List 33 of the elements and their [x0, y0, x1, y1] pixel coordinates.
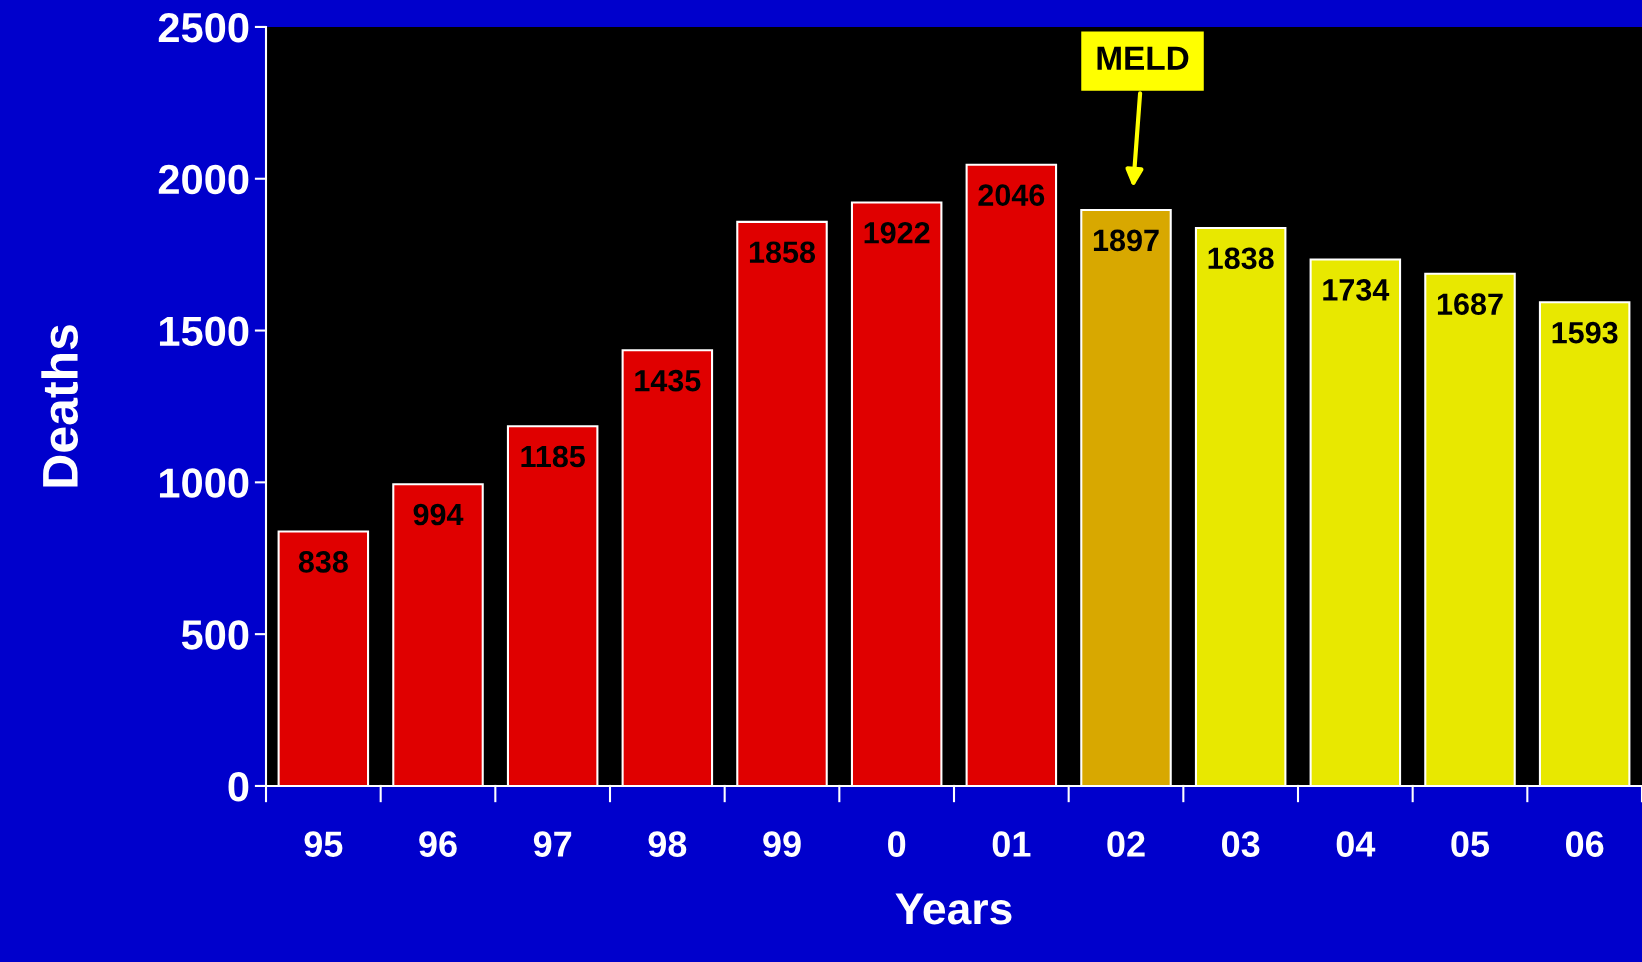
x-tick-label: 95	[304, 831, 343, 857]
y-tick-label: 0	[228, 771, 249, 802]
data-label: 1435	[635, 369, 701, 392]
data-label: 1838	[1208, 247, 1274, 270]
data-label: 1734	[1323, 279, 1390, 301]
x-tick-label: 02	[1107, 831, 1145, 857]
x-tick-label: 04	[1336, 831, 1376, 857]
data-label: 1593	[1552, 321, 1618, 344]
x-tick-label: 01	[992, 831, 1031, 857]
x-tick-label: 05	[1451, 831, 1490, 857]
data-label: 2046	[978, 184, 1045, 206]
y-tick-label: 2500	[158, 12, 249, 43]
x-tick-label: 03	[1222, 831, 1260, 857]
data-label: 838	[298, 551, 348, 573]
data-label: 1897	[1093, 229, 1159, 252]
data-label: 1687	[1437, 293, 1503, 315]
y-axis-title: Deaths	[41, 325, 79, 487]
y-tick-label: 2000	[158, 164, 249, 195]
x-tick-label: 06	[1566, 831, 1604, 857]
y-tick-label: 1000	[159, 468, 249, 498]
y-tick-label: 1500	[159, 316, 249, 347]
annotation: MELD	[1097, 46, 1189, 70]
data-label: 1185	[521, 445, 585, 468]
x-tick-label: 96	[419, 831, 457, 857]
x-tick-label: 99	[763, 831, 801, 857]
x-tick-label: 98	[648, 831, 687, 857]
x-tick-label: 97	[533, 831, 572, 857]
data-label: 1858	[749, 241, 816, 264]
data-label: 994	[413, 503, 464, 526]
data-label: 1922	[864, 221, 930, 244]
x-tick-label: 0	[888, 831, 906, 857]
x-axis-title: Years	[895, 893, 1012, 925]
y-tick-label: 500	[181, 620, 249, 650]
